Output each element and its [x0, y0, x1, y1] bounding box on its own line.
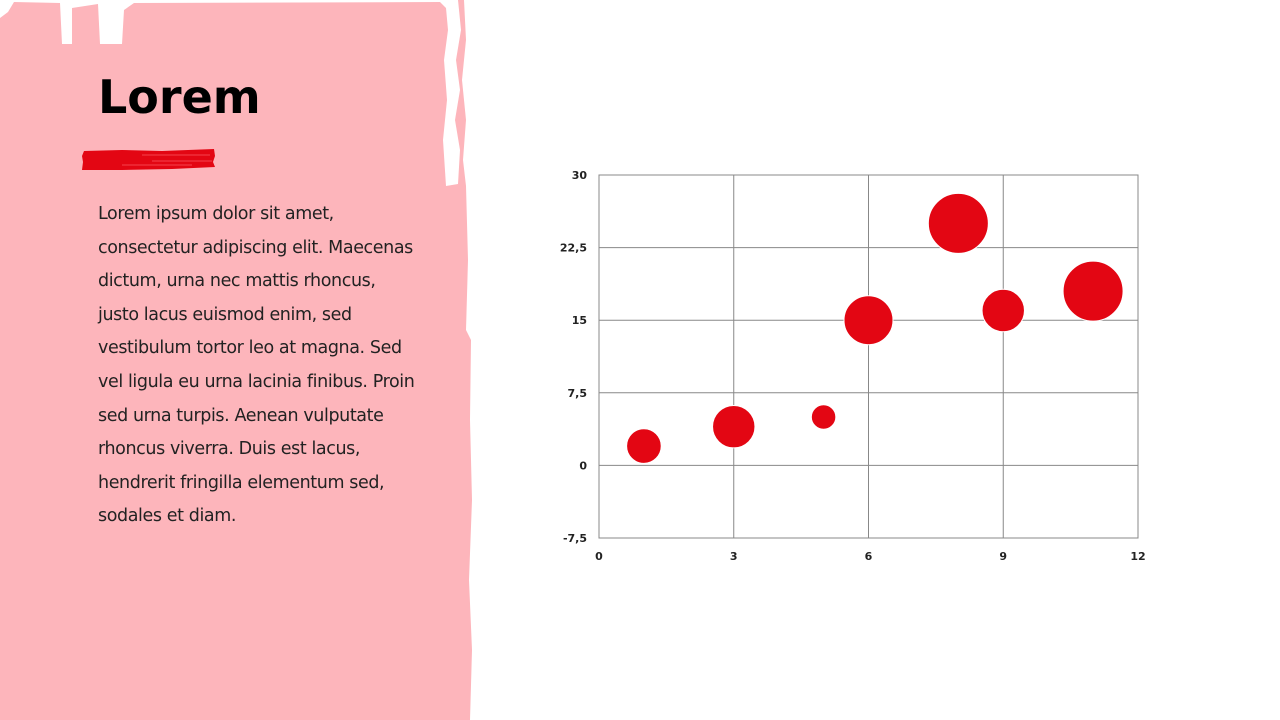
x-tick-label: 3 — [730, 550, 738, 563]
x-tick-label: 12 — [1130, 550, 1145, 563]
y-tick-label: 30 — [572, 169, 588, 182]
y-tick-label: 7,5 — [568, 387, 588, 400]
x-tick-label: 6 — [865, 550, 873, 563]
pink-brush-panel — [0, 0, 472, 720]
x-tick-label: 0 — [595, 550, 603, 563]
brush-stroke-shape — [82, 149, 215, 170]
slide-title: Lorem — [98, 70, 261, 124]
brush-stroke-texture — [122, 154, 212, 166]
bubble-chart-svg: 30 22,5 15 7,5 0 -7,5 0 3 6 9 12 — [560, 169, 1146, 563]
bubble-chart: 30 22,5 15 7,5 0 -7,5 0 3 6 9 12 — [540, 150, 1180, 580]
bubble-point — [712, 404, 756, 449]
bubble-point — [927, 192, 989, 254]
brush-shape — [0, 0, 472, 720]
y-tick-label: 0 — [579, 459, 587, 472]
bubble-point — [1062, 260, 1124, 322]
bubble-point — [626, 428, 662, 464]
y-tick-label: -7,5 — [563, 532, 587, 545]
y-tick-label: 15 — [572, 314, 587, 327]
y-tick-label: 22,5 — [560, 242, 587, 255]
red-brush-stroke — [82, 149, 215, 170]
x-tick-label: 9 — [999, 550, 1007, 563]
bubble-point — [981, 288, 1025, 333]
body-paragraph: Lorem ipsum dolor sit amet, consectetur … — [98, 204, 415, 527]
bubble-point — [810, 404, 837, 430]
bubble-point — [843, 295, 894, 346]
